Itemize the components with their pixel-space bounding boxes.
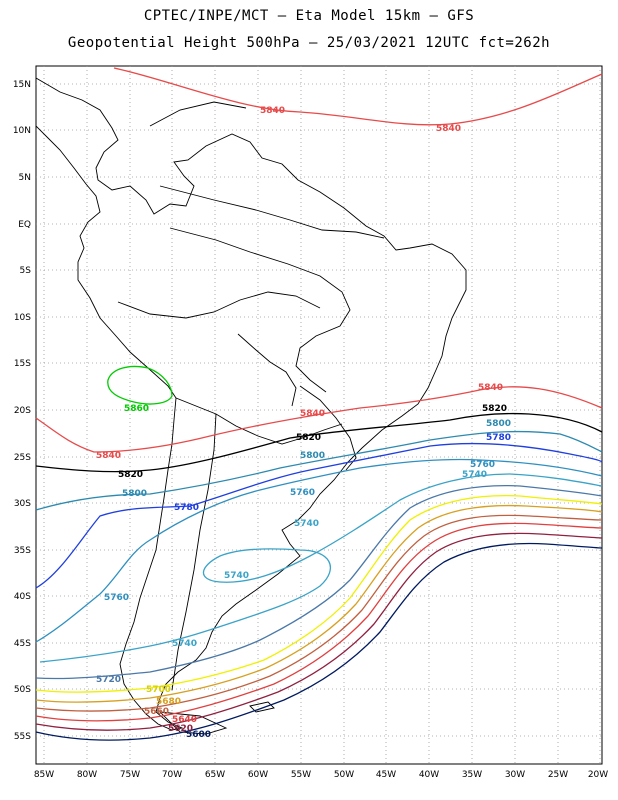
lat-tick: 35S	[14, 546, 31, 556]
lat-tick: 50S	[14, 685, 31, 695]
label-5820: 5820	[482, 404, 507, 414]
lon-tick: 85W	[34, 770, 54, 780]
lon-tick: 40W	[419, 770, 439, 780]
label-5600: 5600	[186, 730, 211, 740]
contour-5680	[35, 504, 603, 703]
label-5840: 5840	[436, 124, 461, 134]
label-5760: 5760	[470, 460, 495, 470]
label-5840: 5840	[300, 409, 325, 419]
label-5840: 5840	[260, 106, 285, 116]
lon-axis: 85W 80W 75W 70W 65W 60W 55W 50W 45W 40W …	[34, 770, 608, 780]
label-5840: 5840	[96, 451, 121, 461]
contour-5820	[35, 412, 603, 473]
lat-axis: 15N 10N 5N EQ 5S 10S 15S 20S 25S 30S 35S…	[13, 80, 31, 742]
lon-tick: 80W	[77, 770, 97, 780]
chart-title: CPTEC/INPE/MCT – Eta Model 15km – GFS	[143, 8, 475, 24]
lat-tick: 10S	[14, 313, 31, 323]
lat-tick: 30S	[14, 499, 31, 509]
graticule	[36, 66, 602, 764]
lat-tick: 45S	[14, 639, 31, 649]
label-5620: 5620	[168, 724, 193, 734]
label-5820: 5820	[296, 433, 321, 443]
contour-5640	[35, 522, 603, 722]
contour-5800	[35, 430, 603, 511]
lat-tick: 5S	[20, 266, 32, 276]
contour-5720	[35, 485, 603, 680]
label-5860: 5860	[124, 404, 149, 414]
lon-tick: 60W	[248, 770, 268, 780]
contour-5740	[39, 473, 603, 663]
contour-5620	[35, 532, 603, 731]
lat-tick: 25S	[14, 453, 31, 463]
contour-5840-south	[35, 386, 603, 453]
lon-tick: 50W	[334, 770, 354, 780]
label-5740: 5740	[294, 519, 319, 529]
lat-tick: 55S	[14, 732, 31, 742]
chart-subtitle: Geopotential Height 500hPa – 25/03/2021 …	[67, 35, 551, 51]
label-5840: 5840	[478, 383, 503, 393]
lon-tick: 55W	[291, 770, 311, 780]
lat-tick: 15S	[14, 359, 31, 369]
label-5700: 5700	[146, 685, 171, 695]
label-5740: 5740	[462, 470, 487, 480]
lat-tick: 40S	[14, 592, 31, 602]
lon-tick: 45W	[376, 770, 396, 780]
lat-tick: 10N	[13, 126, 31, 136]
coastlines	[35, 77, 467, 735]
label-5740: 5740	[172, 639, 197, 649]
label-5780: 5780	[486, 433, 511, 443]
map-frame	[35, 65, 603, 765]
contour-5860	[107, 365, 173, 405]
label-5780: 5780	[174, 503, 199, 513]
lon-tick: 75W	[120, 770, 140, 780]
contour-labels: 5840 5840 5840 5840 5840 5820 5820 5820 …	[96, 106, 511, 740]
lon-tick: 20W	[588, 770, 608, 780]
label-5760: 5760	[290, 488, 315, 498]
contour-5780	[35, 442, 603, 589]
contour-5600	[35, 542, 603, 741]
contours	[35, 67, 603, 741]
lon-tick: 35W	[462, 770, 482, 780]
lon-tick: 30W	[505, 770, 525, 780]
label-5760: 5760	[104, 593, 129, 603]
contour-5760	[35, 458, 603, 643]
label-5680: 5680	[156, 697, 181, 707]
label-5740: 5740	[224, 571, 249, 581]
lat-tick: 15N	[13, 80, 31, 90]
label-5720: 5720	[96, 675, 121, 685]
label-5640: 5640	[172, 715, 197, 725]
lon-tick: 65W	[205, 770, 225, 780]
contour-5660	[35, 514, 603, 712]
contour-5840-north	[113, 67, 603, 126]
label-5800: 5800	[300, 451, 325, 461]
lon-tick: 70W	[162, 770, 182, 780]
lat-tick: 5N	[19, 173, 31, 183]
lon-tick: 25W	[548, 770, 568, 780]
lat-tick: 20S	[14, 406, 31, 416]
label-5660: 5660	[144, 707, 169, 717]
lat-tick: EQ	[18, 220, 31, 230]
label-5800: 5800	[122, 489, 147, 499]
label-5820: 5820	[118, 470, 143, 480]
label-5800: 5800	[486, 419, 511, 429]
contour-5700	[35, 495, 603, 693]
